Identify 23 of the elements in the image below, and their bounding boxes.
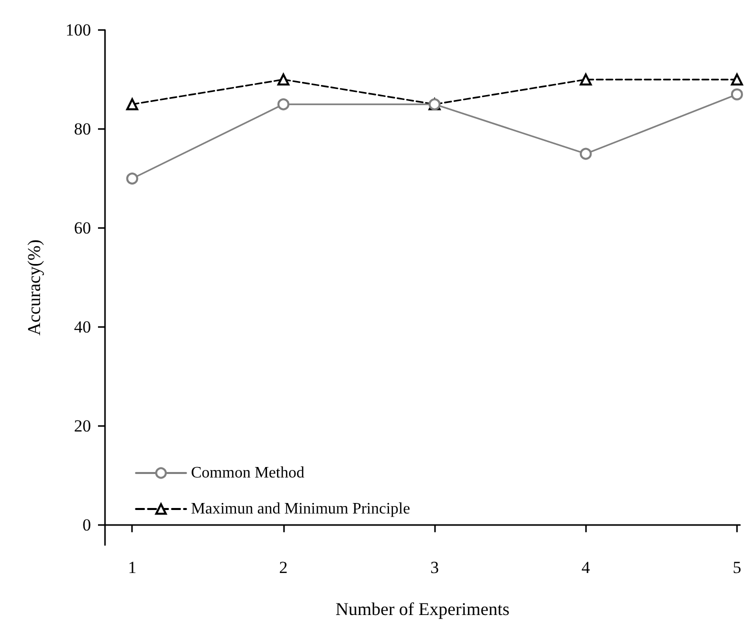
x-tick-label: 5	[732, 558, 742, 577]
x-tick-label: 1	[128, 558, 136, 577]
y-tick-label: 40	[74, 318, 91, 337]
point	[126, 98, 138, 110]
point	[730, 88, 743, 100]
legend-label: Common Method	[191, 464, 304, 482]
legend-label: Maximun and Minimum Principle	[191, 500, 410, 518]
x-tick-label: 2	[279, 558, 288, 577]
point	[580, 74, 592, 86]
point	[277, 98, 290, 110]
y-tick-label: 80	[74, 120, 91, 139]
x-tick-label: 4	[582, 558, 591, 577]
point	[580, 148, 592, 160]
point	[126, 172, 138, 185]
x-axis-title: Number of Experiments	[336, 599, 510, 619]
point	[277, 74, 290, 86]
y-tick-label: 60	[74, 218, 91, 238]
y-tick-label: 100	[66, 20, 91, 40]
y-tick-label: 20	[74, 416, 91, 436]
y-tick-label: 0	[82, 516, 91, 535]
y-axis-title: Accuracy(%)	[24, 240, 44, 336]
point	[730, 74, 743, 86]
x-tick-label: 3	[430, 558, 439, 577]
